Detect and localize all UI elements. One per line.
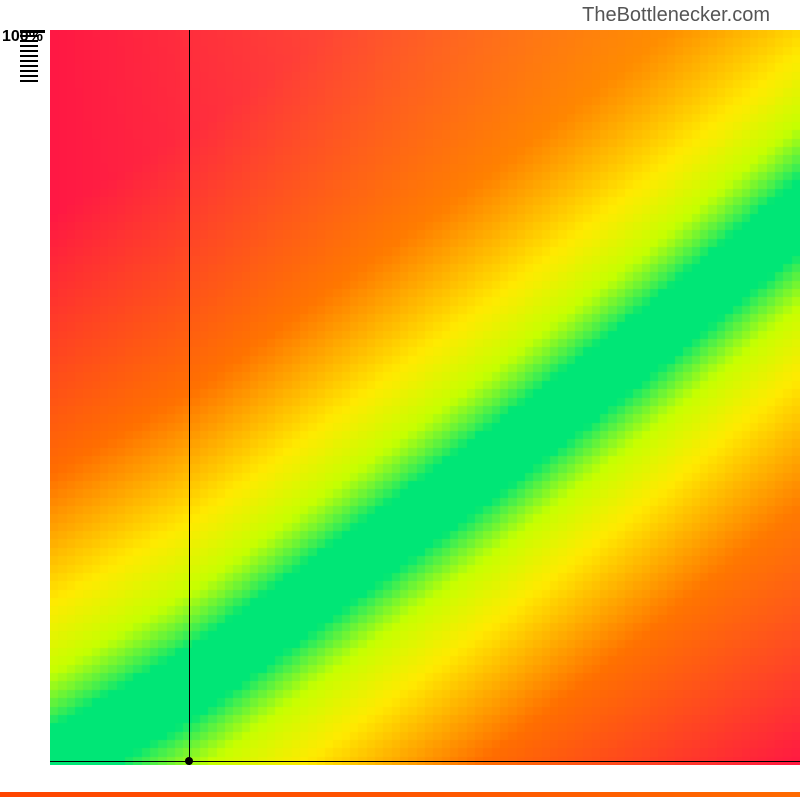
y-tick <box>20 65 38 67</box>
crosshair-marker <box>185 757 193 765</box>
watermark-text: TheBottlenecker.com <box>582 4 770 27</box>
y-tick <box>20 75 38 77</box>
y-tick <box>20 70 38 72</box>
y-tick <box>20 80 38 82</box>
crosshair-horizontal <box>50 761 800 762</box>
heatmap-canvas <box>50 30 800 765</box>
x-axis-baseline <box>0 792 800 797</box>
crosshair-vertical <box>189 30 190 765</box>
y-tick <box>20 50 38 52</box>
y-axis-top-label: 100% <box>2 28 43 46</box>
y-tick <box>20 55 38 57</box>
y-tick <box>20 60 38 62</box>
y-axis-ticks <box>20 30 50 765</box>
heatmap-chart <box>50 30 800 765</box>
